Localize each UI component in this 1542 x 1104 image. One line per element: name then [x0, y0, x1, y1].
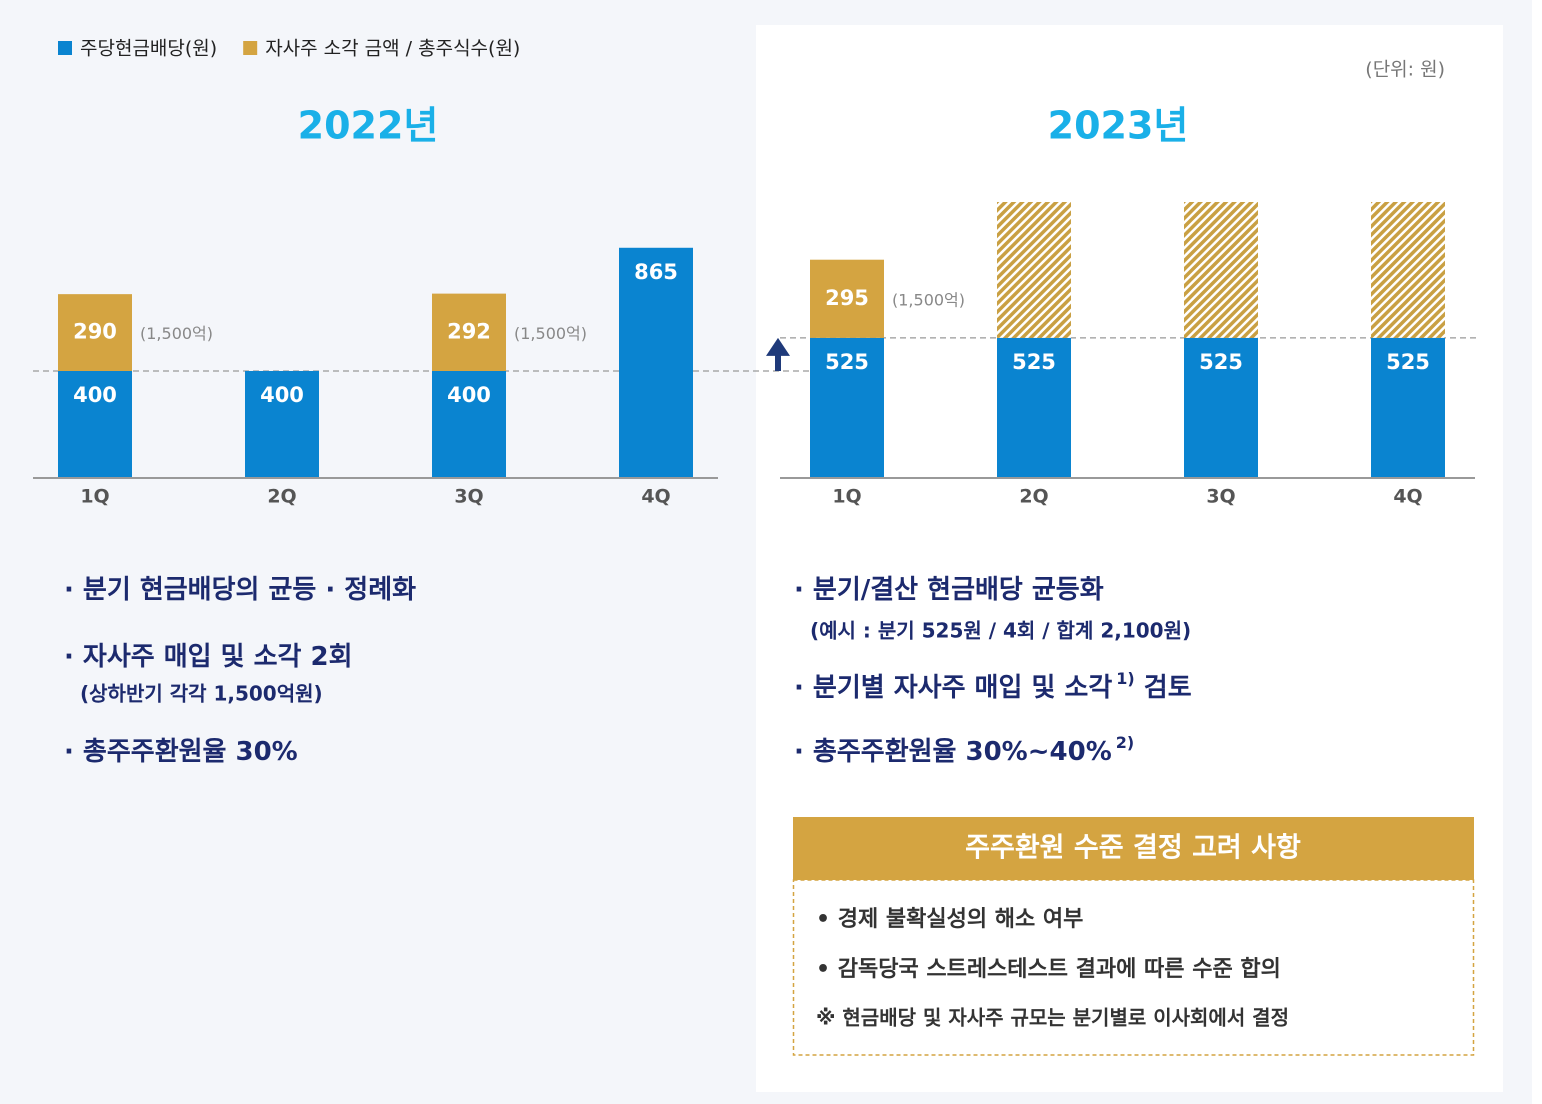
value-label: 290 — [73, 320, 117, 344]
annotation: (1,500억) — [140, 324, 213, 343]
x-tick-label: 4Q — [1393, 486, 1422, 508]
note-sup: 1) — [1116, 669, 1134, 688]
annotation: (1,500억) — [892, 290, 965, 309]
value-label: 400 — [73, 383, 117, 407]
x-tick-label: 1Q — [80, 486, 109, 508]
box-item: • 감독당국 스트레스테스트 결과에 따른 수준 합의 — [816, 956, 1281, 982]
note: · 분기 현금배당의 균등 · 정례화 — [64, 575, 416, 605]
bar — [997, 337, 1071, 477]
x-tick-label: 2Q — [267, 486, 296, 508]
note-text: · 분기/결산 현금배당 균등화 — [794, 575, 1104, 605]
placeholder-bar — [1184, 202, 1258, 338]
value-label: 400 — [260, 383, 304, 407]
note-text: · 자사주 매입 및 소각 2회 — [64, 642, 353, 672]
note-text: · 총주주환원율 30% — [64, 737, 298, 767]
note-sup: 2) — [1116, 733, 1134, 752]
note: · 총주주환원율 30%~40% 2) — [794, 733, 1134, 767]
bar — [1371, 337, 1445, 477]
box-header — [793, 817, 1474, 880]
bar — [810, 259, 884, 338]
value-label: 525 — [825, 350, 869, 374]
bar — [58, 294, 132, 371]
placeholder-bar — [997, 202, 1071, 338]
bar — [619, 247, 693, 477]
x-tick-label: 3Q — [1206, 486, 1235, 508]
bar — [810, 337, 884, 477]
annotation: (1,500억) — [514, 324, 587, 343]
note: · 분기/결산 현금배당 균등화 — [794, 575, 1104, 605]
value-label: 525 — [1012, 350, 1056, 374]
edge — [1532, 0, 1542, 1104]
note-text: · 분기 현금배당의 균등 · 정례화 — [64, 575, 416, 605]
x-tick-label: 4Q — [641, 486, 670, 508]
box-title: 주주환원 수준 결정 고려 사항 — [965, 833, 1301, 864]
x-tick-label: 1Q — [832, 486, 861, 508]
note-text: · 총주주환원율 30%~40% — [794, 737, 1112, 767]
bar — [432, 371, 506, 477]
legend-label: 주당현금배당(원) — [80, 38, 217, 60]
chart-title: 2023년 — [1048, 104, 1189, 148]
box-body — [792, 879, 1475, 1056]
legend-label: 자사주 소각 금액 / 총주식수(원) — [265, 38, 520, 60]
x-tick-label: 2Q — [1019, 486, 1048, 508]
note: · 자사주 매입 및 소각 2회 — [64, 642, 353, 672]
x-tick-label: 3Q — [454, 486, 483, 508]
bar — [432, 293, 506, 371]
legend-swatch — [58, 41, 72, 55]
value-label: 525 — [1386, 350, 1430, 374]
value-label: 295 — [825, 286, 869, 310]
bar — [58, 371, 132, 477]
box-item: ※ 현금배당 및 자사주 규모는 분기별로 이사회에서 결정 — [816, 1006, 1289, 1030]
chart-title: 2022년 — [298, 104, 439, 148]
value-label: 525 — [1199, 350, 1243, 374]
box-item: • 경제 불확실성의 해소 여부 — [816, 907, 1083, 932]
note-after: 검토 — [1135, 673, 1192, 703]
arrow-head — [766, 337, 790, 356]
note-text: · 분기별 자사주 매입 및 소각 — [794, 673, 1112, 703]
value-label: 865 — [634, 260, 678, 284]
bar — [1184, 337, 1258, 477]
legend-swatch — [243, 41, 258, 55]
note: · 총주주환원율 30% — [64, 737, 298, 767]
placeholder-bar — [1371, 202, 1445, 338]
note-sub: (상하반기 각각 1,500억원) — [80, 682, 323, 706]
note-sub: (예시 : 분기 525원 / 4회 / 합계 2,100원) — [810, 619, 1191, 643]
value-label: 292 — [447, 319, 491, 343]
value-label: 400 — [447, 383, 491, 407]
bar — [245, 371, 319, 477]
unit-label: (단위: 원) — [1365, 59, 1445, 81]
note: · 분기별 자사주 매입 및 소각 1) 검토 — [794, 669, 1192, 703]
